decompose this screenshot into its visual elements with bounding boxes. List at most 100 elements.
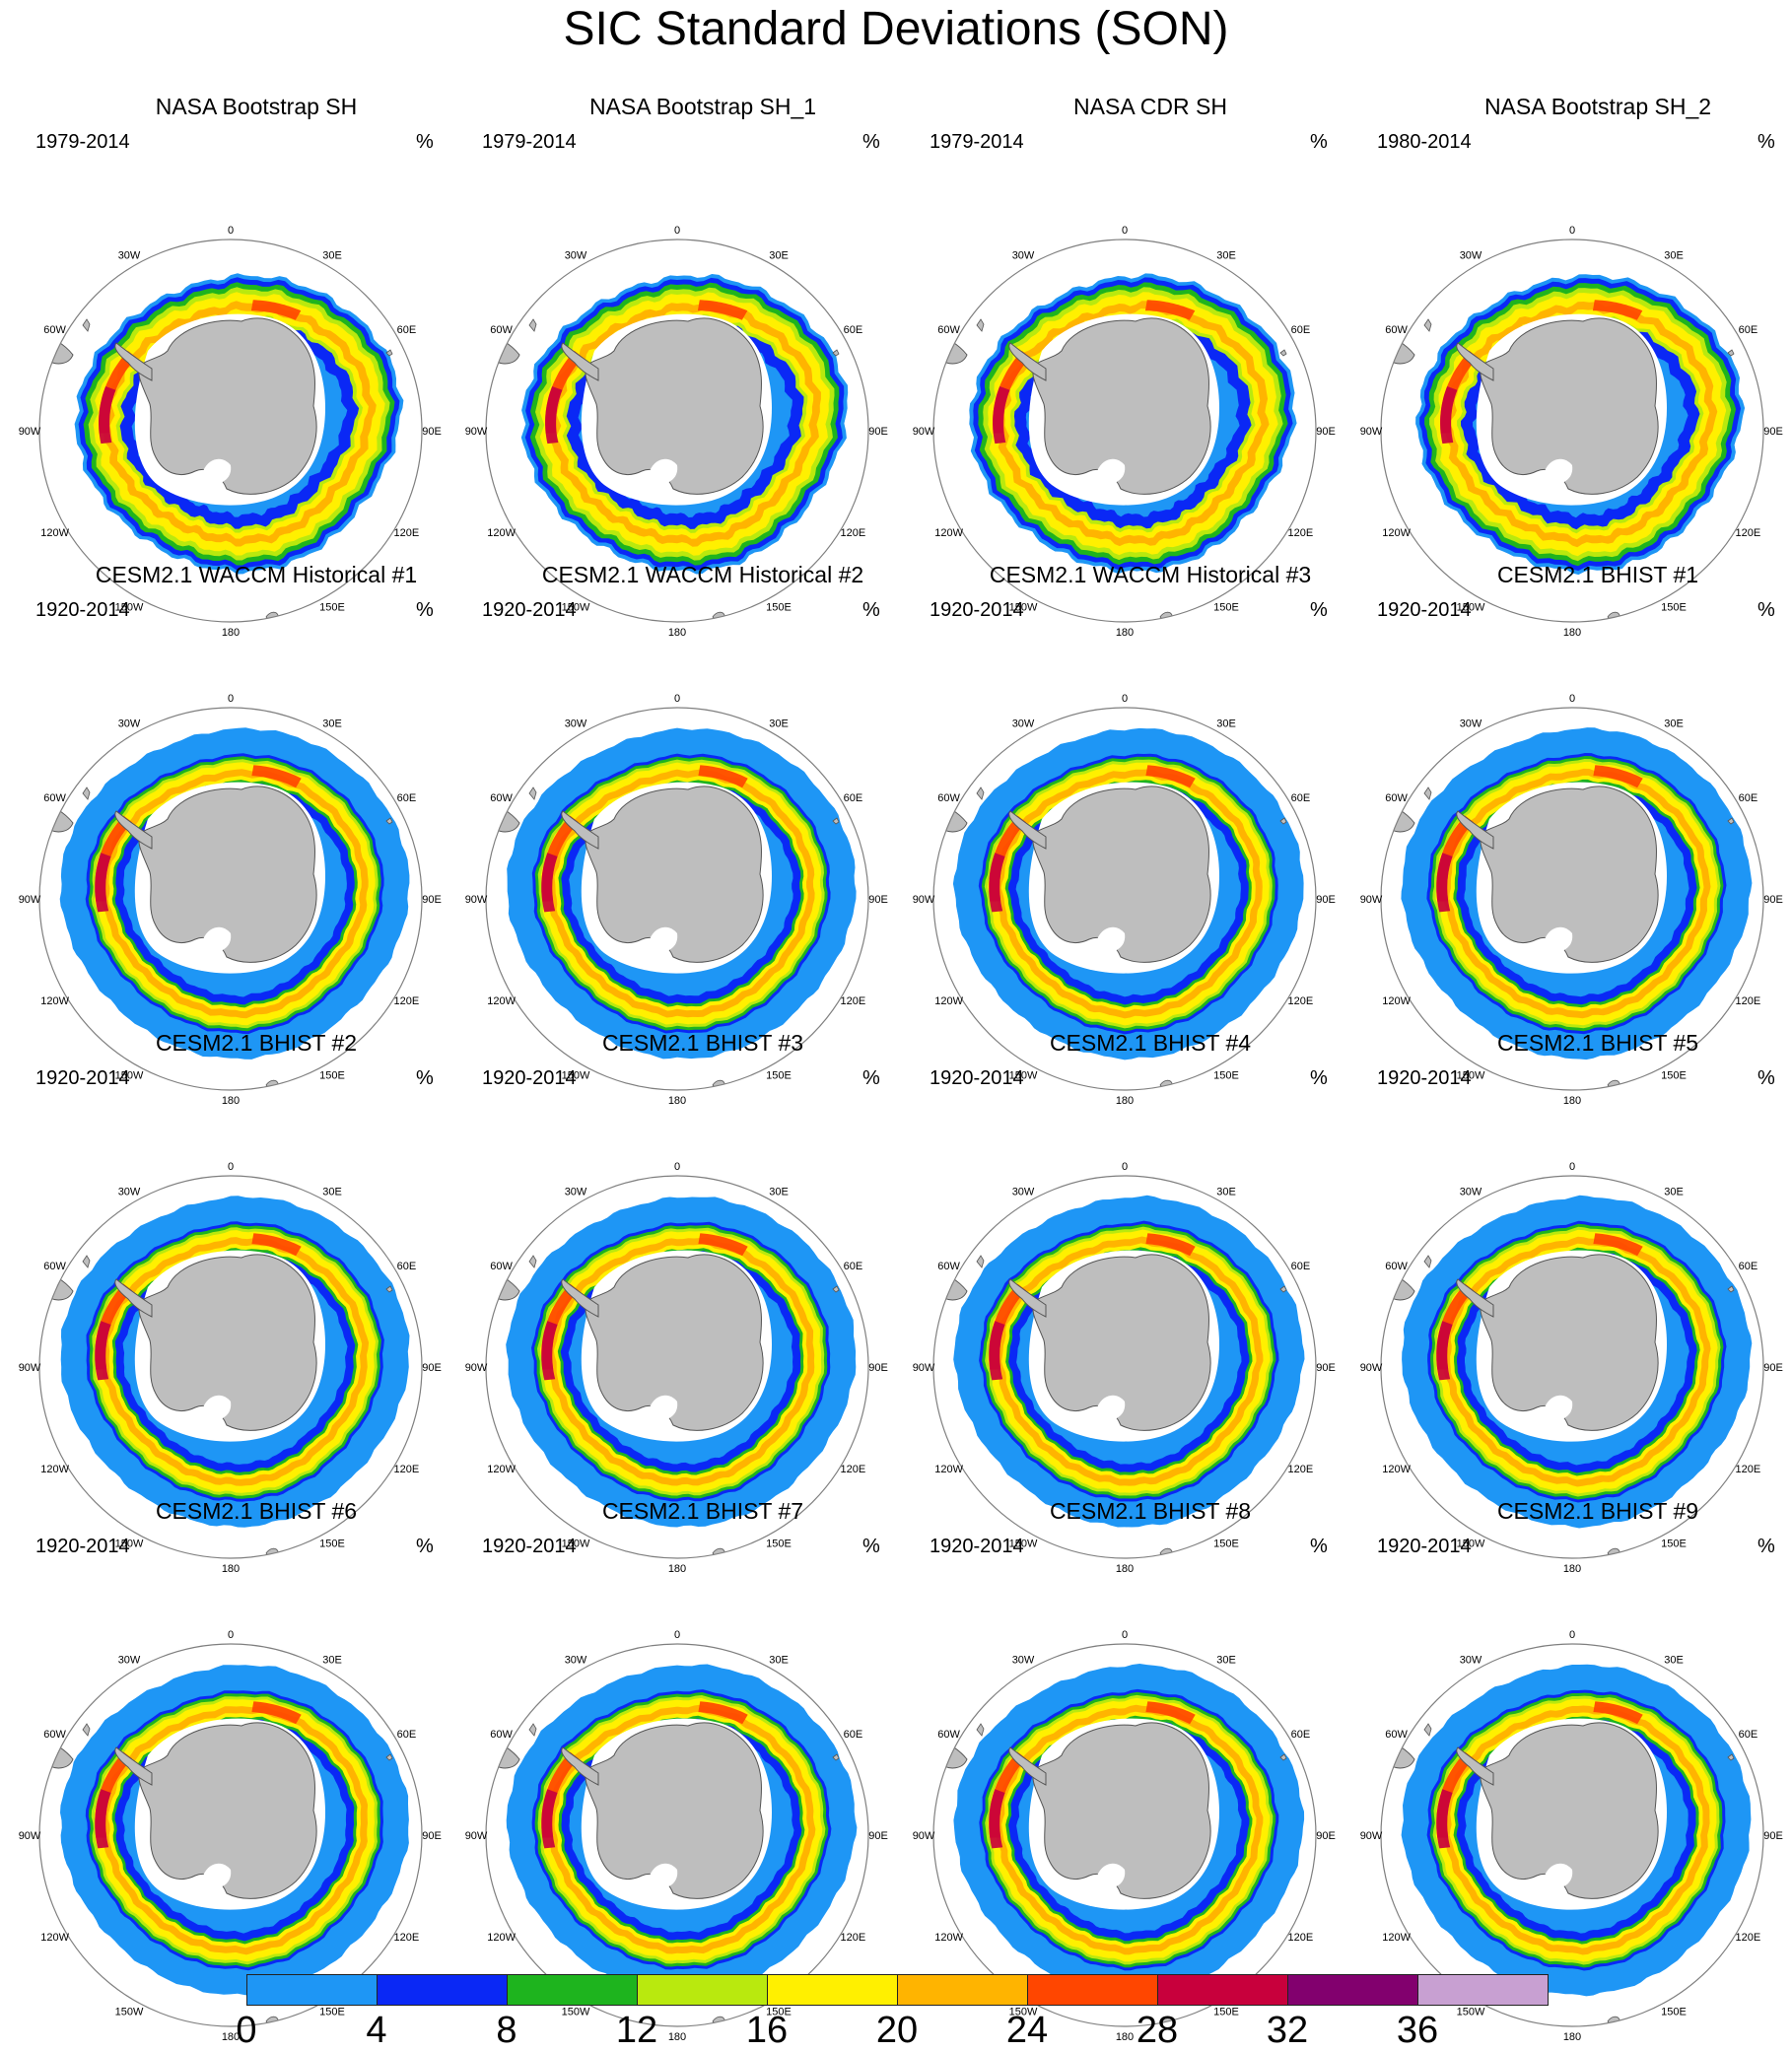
- longitude-label: 60E: [1739, 1729, 1758, 1741]
- colorbar-box: [507, 1974, 638, 2006]
- longitude-label: 60W: [490, 324, 513, 336]
- longitude-label: 120E: [1736, 995, 1761, 1007]
- map-panel: CESM2.1 BHIST #5 1920-2014% 0 30E 60E 90E 120E…: [1360, 1029, 1792, 1575]
- longitude-label: 0: [228, 1161, 234, 1173]
- island: [82, 1255, 91, 1268]
- island: [385, 1753, 393, 1761]
- island: [1727, 1285, 1735, 1293]
- sic-hotspot-28-32: [95, 1789, 111, 1849]
- panel-title: CESM2.1 BHIST #1: [1496, 562, 1699, 587]
- longitude-label: 90W: [19, 894, 41, 906]
- longitude-label: 120W: [40, 995, 69, 1007]
- longitude-label: 150W: [1009, 601, 1038, 613]
- longitude-label: 180: [668, 1095, 686, 1107]
- polar-map: 0 30E 60E 90E 120E 150E 180 150W 120W 90W 60W 30W: [19, 1161, 442, 1575]
- colorbar-label: 28: [1136, 2010, 1179, 2051]
- longitude-label: 30E: [769, 250, 789, 262]
- panel-years: 1920-2014: [930, 1536, 1024, 1557]
- antarctic-peninsula: [114, 1746, 153, 1786]
- island: [385, 817, 393, 825]
- sic-hotspot-24-28-east: [251, 1233, 302, 1257]
- antarctica-landmass: [1032, 1722, 1211, 1899]
- longitude-label: 30W: [565, 1187, 587, 1198]
- longitude-label: 90E: [868, 1362, 888, 1374]
- antarctic-peninsula: [561, 1746, 599, 1786]
- ross-ice-shelf: [650, 1863, 678, 1888]
- longitude-label: 60W: [43, 324, 66, 336]
- longitude-label: 180: [222, 2031, 240, 2043]
- map-panel: NASA Bootstrap SH 1979-2014% 0 30E 60E 90E 120…: [19, 93, 483, 639]
- south-america-tip: [1381, 336, 1415, 365]
- south-america-tip: [1381, 804, 1415, 833]
- longitude-label: 90E: [422, 1362, 442, 1374]
- longitude-label: 30W: [118, 1187, 141, 1198]
- longitude-label: 120W: [1382, 995, 1411, 1007]
- longitude-label: 60E: [1739, 1261, 1758, 1272]
- south-america-tip: [39, 336, 74, 365]
- antarctic-peninsula: [1008, 810, 1047, 850]
- ross-ice-shelf: [650, 1395, 678, 1420]
- longitude-label: 120E: [1736, 1464, 1761, 1475]
- colorbar-label: 16: [745, 2010, 789, 2051]
- ross-ice-shelf: [203, 926, 232, 952]
- longitude-label: 120W: [934, 995, 963, 1007]
- longitude-label: 150E: [1661, 1069, 1687, 1081]
- island: [976, 1723, 985, 1737]
- longitude-label: 150W: [1009, 1069, 1038, 1081]
- island: [1279, 1285, 1287, 1293]
- longitude-label: 180: [1116, 2031, 1134, 2043]
- longitude-label: 30E: [322, 718, 342, 730]
- panel-unit: %: [416, 1536, 434, 1557]
- antarctic-peninsula: [114, 1278, 153, 1318]
- panel-title: CESM2.1 BHIST #3: [601, 1030, 804, 1056]
- longitude-label: 150W: [115, 601, 144, 613]
- panel-years: 1979-2014: [482, 131, 577, 153]
- longitude-label: 0: [674, 693, 680, 705]
- island: [528, 318, 537, 332]
- longitude-label: 0: [1569, 225, 1575, 237]
- longitude-label: 150E: [1661, 2006, 1687, 2018]
- longitude-label: 120W: [934, 1464, 963, 1475]
- longitude-label: 90E: [1316, 1830, 1336, 1842]
- map-boundary: [485, 1175, 869, 1559]
- south-america-tip: [933, 1741, 968, 1769]
- longitude-label: 120W: [40, 527, 69, 539]
- longitude-label: 60E: [397, 1729, 417, 1741]
- longitude-label: 90E: [868, 894, 888, 906]
- map-panel: NASA CDR SH 1979-2014% 0 30E 60E 90E 120E 150E 1…: [913, 93, 1377, 639]
- longitude-label: 60E: [397, 324, 417, 336]
- longitude-label: 90W: [1360, 1362, 1383, 1374]
- island: [385, 1285, 393, 1293]
- longitude-label: 30W: [1460, 250, 1482, 262]
- longitude-label: 30W: [1012, 1655, 1035, 1667]
- sic-hotspot-24-28-east: [251, 1701, 302, 1725]
- sic-hotspot-28-32: [1436, 1321, 1453, 1381]
- longitude-label: 120E: [841, 995, 866, 1007]
- longitude-label: 150E: [766, 601, 792, 613]
- island: [1279, 817, 1287, 825]
- longitude-label: 180: [1563, 1095, 1581, 1107]
- sic-hotspot-24-28-east: [697, 300, 748, 320]
- longitude-label: 90E: [422, 426, 442, 438]
- longitude-label: 120E: [394, 1932, 420, 1944]
- panel-unit: %: [1758, 599, 1775, 621]
- polar-map: 0 30E 60E 90E 120E 150E 180 150W 120W 90W 60W 30W: [19, 225, 442, 639]
- panel-title: CESM2.1 BHIST #9: [1496, 1498, 1699, 1524]
- longitude-label: 120W: [487, 1464, 516, 1475]
- map-boundary: [485, 707, 869, 1091]
- south-america-tip: [933, 804, 968, 833]
- island: [1423, 318, 1432, 332]
- antarctica-landmass: [585, 1254, 764, 1431]
- longitude-label: 90E: [1763, 1362, 1783, 1374]
- longitude-label: 150W: [562, 1069, 590, 1081]
- antarctica-landmass: [1480, 317, 1659, 495]
- south-america-tip: [933, 336, 968, 365]
- colorbar-box: [377, 1974, 508, 2006]
- ross-ice-shelf: [1097, 1863, 1126, 1888]
- longitude-label: 150E: [1213, 601, 1239, 613]
- longitude-label: 60W: [43, 792, 66, 804]
- longitude-label: 120E: [394, 1464, 420, 1475]
- longitude-label: 150W: [562, 2006, 590, 2018]
- antarctic-peninsula: [561, 810, 599, 850]
- longitude-label: 180: [1563, 627, 1581, 639]
